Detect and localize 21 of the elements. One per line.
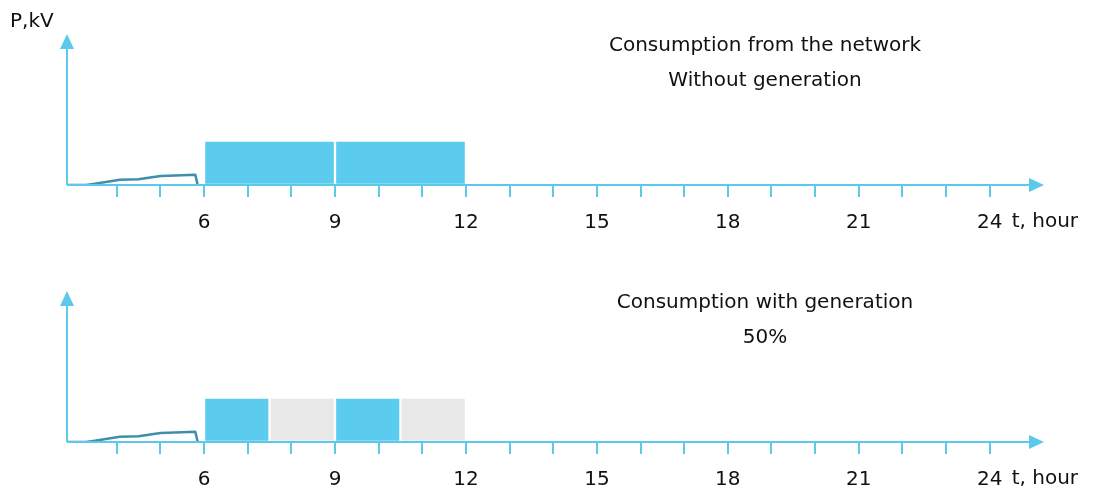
- x-axis-title: t, hour: [1011, 208, 1079, 233]
- x-tick-label: 12: [453, 466, 479, 491]
- x-tick-label: 15: [584, 209, 610, 234]
- x-tick-label: 21: [846, 209, 872, 234]
- x-tick-label: 18: [715, 466, 741, 491]
- chart-subtitle: 50%: [742, 324, 788, 349]
- y-axis-title: P,kV: [10, 8, 54, 33]
- x-tick-label: 24: [976, 466, 1003, 491]
- x-tick-label: 15: [584, 466, 610, 491]
- chart-title: Consumption from the network: [608, 32, 922, 57]
- x-tick-label: 6: [197, 466, 211, 491]
- x-tick-label: 6: [197, 209, 211, 234]
- x-tick-label: 21: [846, 466, 872, 491]
- x-tick-label: 12: [453, 209, 479, 234]
- x-axis-title: t, hour: [1011, 465, 1079, 490]
- x-tick-label: 9: [328, 466, 342, 491]
- x-tick-label: 9: [328, 209, 342, 234]
- x-tick-label: 24: [976, 209, 1003, 234]
- chart-subtitle: Without generation: [668, 67, 862, 92]
- chart-title: Consumption with generation: [616, 289, 914, 314]
- x-tick-label: 18: [715, 209, 741, 234]
